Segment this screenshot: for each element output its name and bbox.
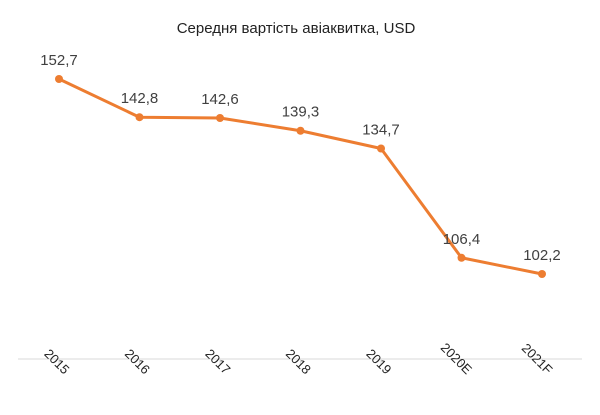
series-points <box>55 75 546 278</box>
data-point <box>457 253 466 262</box>
x-axis-ticks <box>58 359 543 365</box>
x-tick-label: 2018 <box>283 346 314 377</box>
data-label: 134,7 <box>362 122 400 139</box>
data-labels: 152,7 142,8 142,6 139,3 134,7 106,4 102,2 <box>40 52 561 264</box>
data-label: 142,8 <box>121 90 159 107</box>
data-point <box>296 126 305 135</box>
data-label: 142,6 <box>201 91 239 108</box>
x-tick-label: 2017 <box>202 346 233 377</box>
data-point <box>55 75 63 83</box>
x-tick-label: 2019 <box>363 346 394 377</box>
chart-title: Середня вартість авіаквитка, USD <box>177 20 416 37</box>
data-label: 102,2 <box>523 247 561 264</box>
data-point <box>377 144 385 153</box>
data-point <box>538 270 546 278</box>
data-label: 106,4 <box>443 231 481 248</box>
data-point <box>135 113 144 122</box>
x-tick-label: 2015 <box>41 346 72 377</box>
x-tick-label: 2016 <box>122 346 153 377</box>
data-label: 152,7 <box>40 52 78 69</box>
data-point <box>216 114 224 122</box>
data-label: 139,3 <box>282 104 320 121</box>
